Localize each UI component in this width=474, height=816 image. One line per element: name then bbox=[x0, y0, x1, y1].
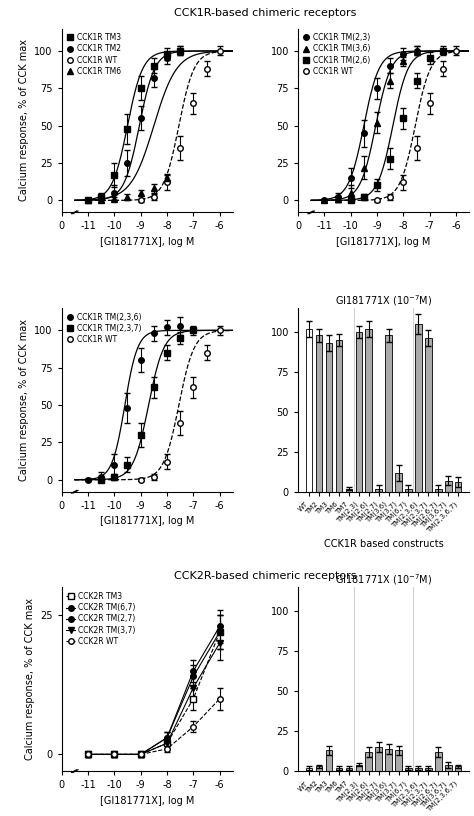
Y-axis label: Calcium response, % of CCK max: Calcium response, % of CCK max bbox=[25, 598, 35, 761]
X-axis label: [GI181771X], log M: [GI181771X], log M bbox=[100, 796, 194, 805]
Bar bbox=[306, 329, 312, 492]
Bar bbox=[455, 766, 462, 771]
Bar bbox=[336, 340, 342, 492]
Bar bbox=[425, 339, 432, 492]
Y-axis label: Calcium response, % of CCK max: Calcium response, % of CCK max bbox=[18, 319, 28, 481]
Bar bbox=[316, 766, 322, 771]
Bar bbox=[435, 752, 442, 771]
Bar bbox=[395, 472, 402, 492]
Legend: CCK1R TM(2,3), CCK1R TM(3,6), CCK1R TM(2,6), CCK1R WT: CCK1R TM(2,3), CCK1R TM(3,6), CCK1R TM(2… bbox=[300, 30, 374, 79]
X-axis label: [GI181771X], log M: [GI181771X], log M bbox=[100, 237, 194, 247]
X-axis label: [GI181771X], log M: [GI181771X], log M bbox=[100, 517, 194, 526]
Bar bbox=[415, 324, 422, 492]
Legend: CCK2R TM3, CCK2R TM(6,7), CCK2R TM(2,7), CCK2R TM(3,7), CCK2R WT: CCK2R TM3, CCK2R TM(6,7), CCK2R TM(2,7),… bbox=[63, 589, 139, 649]
Bar bbox=[375, 489, 382, 492]
Title: GI181771X (10$^{-7}$M): GI181771X (10$^{-7}$M) bbox=[335, 573, 432, 588]
Bar bbox=[405, 489, 412, 492]
Bar bbox=[375, 747, 382, 771]
Bar bbox=[385, 335, 392, 492]
Bar bbox=[346, 489, 352, 492]
Bar bbox=[365, 752, 372, 771]
Title: GI181771X (10$^{-7}$M): GI181771X (10$^{-7}$M) bbox=[335, 293, 432, 308]
Bar bbox=[346, 768, 352, 771]
Bar bbox=[336, 768, 342, 771]
Legend: CCK1R TM3, CCK1R TM2, CCK1R WT, CCK1R TM6: CCK1R TM3, CCK1R TM2, CCK1R WT, CCK1R TM… bbox=[63, 30, 124, 79]
Bar bbox=[445, 765, 452, 771]
Bar bbox=[415, 768, 422, 771]
Bar bbox=[365, 329, 372, 492]
X-axis label: CCK1R based constructs: CCK1R based constructs bbox=[324, 539, 444, 549]
Bar bbox=[356, 332, 362, 492]
X-axis label: [GI181771X], log M: [GI181771X], log M bbox=[337, 237, 431, 247]
Legend: CCK1R TM(2,3,6), CCK1R TM(2,3,7), CCK1R WT: CCK1R TM(2,3,6), CCK1R TM(2,3,7), CCK1R … bbox=[63, 309, 145, 347]
Bar bbox=[385, 749, 392, 771]
Bar bbox=[445, 481, 452, 492]
Text: CCK1R-based chimeric receptors: CCK1R-based chimeric receptors bbox=[174, 8, 356, 18]
Bar bbox=[435, 489, 442, 492]
Bar bbox=[316, 335, 322, 492]
Bar bbox=[326, 343, 332, 492]
Bar bbox=[405, 768, 412, 771]
Bar bbox=[306, 768, 312, 771]
Bar bbox=[425, 768, 432, 771]
Text: CCK2R-based chimeric receptors: CCK2R-based chimeric receptors bbox=[174, 570, 357, 581]
Bar bbox=[455, 482, 462, 492]
Bar bbox=[356, 765, 362, 771]
Bar bbox=[326, 751, 332, 771]
Y-axis label: Calcium response, % of CCK max: Calcium response, % of CCK max bbox=[18, 39, 28, 202]
Bar bbox=[395, 751, 402, 771]
